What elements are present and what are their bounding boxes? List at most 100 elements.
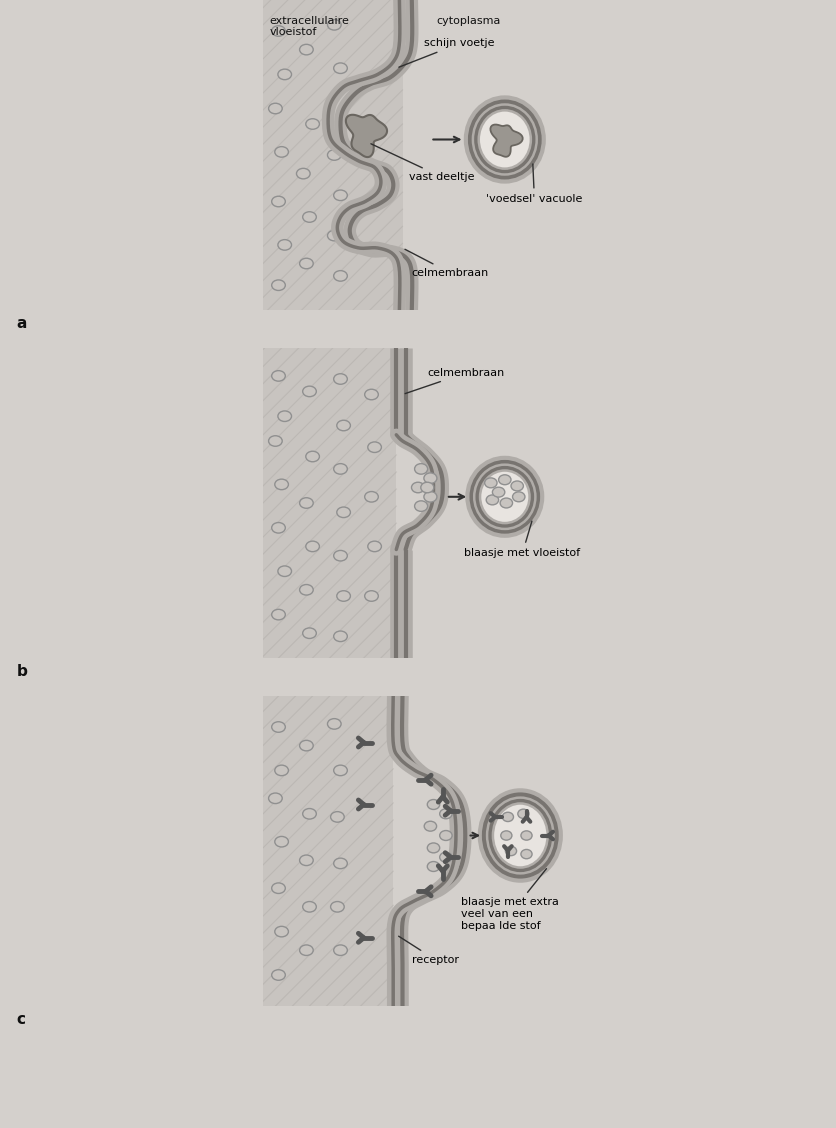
Polygon shape	[396, 434, 443, 549]
Ellipse shape	[487, 495, 498, 505]
Ellipse shape	[272, 722, 285, 732]
Ellipse shape	[521, 849, 532, 858]
Ellipse shape	[299, 740, 314, 751]
Ellipse shape	[275, 926, 288, 937]
Ellipse shape	[334, 550, 347, 561]
Ellipse shape	[334, 858, 347, 869]
Ellipse shape	[303, 628, 316, 638]
Text: 'voedsel' vacuole: 'voedsel' vacuole	[487, 164, 583, 203]
Ellipse shape	[272, 883, 285, 893]
Ellipse shape	[299, 945, 314, 955]
Text: celmembraan: celmembraan	[405, 249, 489, 277]
Ellipse shape	[471, 103, 539, 177]
Text: c: c	[17, 1012, 26, 1026]
Ellipse shape	[334, 765, 347, 776]
Ellipse shape	[334, 945, 347, 955]
Polygon shape	[346, 115, 387, 157]
Ellipse shape	[330, 901, 344, 913]
Ellipse shape	[275, 479, 288, 490]
Ellipse shape	[501, 831, 512, 840]
Ellipse shape	[272, 609, 285, 620]
Ellipse shape	[275, 765, 288, 776]
Polygon shape	[393, 696, 466, 1006]
Ellipse shape	[506, 846, 517, 856]
Ellipse shape	[272, 522, 285, 534]
Ellipse shape	[268, 435, 283, 447]
Ellipse shape	[303, 901, 316, 913]
Ellipse shape	[272, 970, 285, 980]
Ellipse shape	[278, 69, 292, 80]
Ellipse shape	[334, 631, 347, 642]
Ellipse shape	[427, 862, 440, 872]
Ellipse shape	[306, 541, 319, 552]
Ellipse shape	[440, 809, 452, 819]
Ellipse shape	[299, 855, 314, 865]
Text: blaasje met vloeistof: blaasje met vloeistof	[465, 521, 581, 557]
Ellipse shape	[299, 584, 314, 596]
Ellipse shape	[440, 830, 452, 840]
Ellipse shape	[328, 150, 341, 160]
Ellipse shape	[440, 853, 452, 862]
Polygon shape	[491, 124, 522, 157]
Ellipse shape	[330, 106, 344, 117]
Ellipse shape	[477, 468, 533, 526]
Ellipse shape	[299, 497, 314, 509]
Ellipse shape	[299, 44, 314, 55]
Ellipse shape	[485, 478, 497, 487]
Ellipse shape	[328, 230, 341, 241]
Ellipse shape	[411, 483, 425, 493]
Ellipse shape	[330, 812, 344, 822]
Ellipse shape	[278, 566, 292, 576]
Ellipse shape	[500, 499, 512, 508]
Ellipse shape	[297, 168, 310, 179]
Text: vast deeltje: vast deeltje	[371, 143, 474, 182]
Ellipse shape	[306, 451, 319, 461]
Ellipse shape	[498, 475, 511, 485]
Ellipse shape	[334, 63, 347, 73]
Ellipse shape	[303, 809, 316, 819]
Ellipse shape	[415, 464, 427, 474]
Ellipse shape	[306, 118, 319, 130]
Ellipse shape	[476, 107, 533, 171]
Ellipse shape	[334, 271, 347, 281]
Ellipse shape	[268, 104, 283, 114]
Polygon shape	[328, 0, 412, 310]
Ellipse shape	[272, 196, 285, 206]
Text: receptor: receptor	[399, 936, 459, 964]
Ellipse shape	[328, 19, 341, 30]
Ellipse shape	[275, 837, 288, 847]
Ellipse shape	[511, 481, 523, 491]
Ellipse shape	[299, 258, 314, 268]
Ellipse shape	[368, 442, 381, 452]
Ellipse shape	[364, 389, 379, 399]
Ellipse shape	[517, 809, 529, 819]
Ellipse shape	[485, 795, 556, 875]
Ellipse shape	[334, 464, 347, 474]
Ellipse shape	[364, 591, 379, 601]
Ellipse shape	[490, 801, 551, 871]
Ellipse shape	[424, 821, 436, 831]
Text: cytoplasma: cytoplasma	[436, 16, 501, 26]
Ellipse shape	[334, 190, 347, 201]
Ellipse shape	[415, 501, 427, 511]
Text: celmembraan: celmembraan	[405, 368, 505, 394]
Ellipse shape	[272, 26, 285, 36]
Text: blaasje met extra
veel van een
bepaa lde stof: blaasje met extra veel van een bepaa lde…	[461, 869, 559, 931]
Ellipse shape	[521, 831, 532, 840]
Ellipse shape	[492, 487, 505, 497]
Ellipse shape	[424, 473, 437, 484]
Ellipse shape	[337, 421, 350, 431]
Ellipse shape	[303, 212, 316, 222]
Ellipse shape	[337, 506, 350, 518]
Ellipse shape	[278, 411, 292, 422]
Ellipse shape	[303, 386, 316, 397]
Ellipse shape	[328, 719, 341, 729]
Ellipse shape	[424, 492, 437, 502]
Ellipse shape	[427, 800, 440, 810]
Text: schijn voetje: schijn voetje	[399, 38, 495, 68]
Text: b: b	[17, 664, 28, 679]
Ellipse shape	[512, 492, 525, 502]
Ellipse shape	[368, 541, 381, 552]
Text: extracellulaire
vloeistof: extracellulaire vloeistof	[269, 16, 349, 37]
Ellipse shape	[337, 591, 350, 601]
